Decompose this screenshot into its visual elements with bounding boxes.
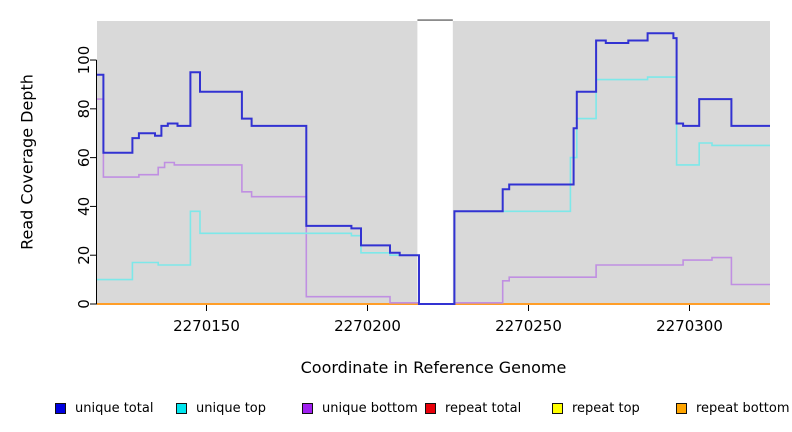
series-line-unique-bottom (97, 98, 770, 305)
legend-item-unique-top: unique top (176, 398, 266, 418)
legend: unique total unique top unique bottom repea… (0, 398, 792, 422)
y-tick-label: 0 (75, 299, 93, 309)
masked-region-marker (417, 19, 453, 21)
legend-item-repeat-top: repeat top (552, 398, 640, 418)
legend-label-unique-total: unique total (75, 400, 154, 416)
y-axis-title: Read Coverage Depth (17, 74, 37, 250)
x-tick-label: 2270250 (495, 317, 562, 335)
x-tick-label: 2270200 (334, 317, 401, 335)
legend-swatch-unique-top (176, 402, 187, 414)
masked-region (417, 21, 453, 304)
legend-item-unique-bottom: unique bottom (302, 398, 418, 418)
legend-swatch-repeat-bottom (676, 402, 687, 414)
legend-swatch-unique-total (55, 402, 66, 414)
legend-label-repeat-top: repeat top (572, 400, 640, 416)
legend-swatch-unique-bottom (302, 402, 313, 414)
y-tick-label: 60 (75, 148, 93, 167)
series-line-unique-total (97, 32, 770, 305)
legend-item-repeat-total: repeat total (425, 398, 521, 418)
y-tick-label: 40 (75, 197, 93, 216)
legend-label-repeat-total: repeat total (445, 400, 522, 416)
y-tick-label: 80 (75, 99, 93, 118)
legend-swatch-repeat-total (425, 402, 436, 414)
legend-label-repeat-bottom: repeat bottom (696, 400, 790, 416)
legend-item-unique-total: unique total (55, 398, 153, 418)
legend-label-unique-top: unique top (196, 400, 267, 416)
legend-item-repeat-bottom: repeat bottom (676, 398, 790, 418)
x-tick-label: 2270300 (656, 317, 723, 335)
x-axis-title: Coordinate in Reference Genome (300, 358, 567, 377)
y-tick-label: 20 (75, 246, 93, 265)
plot-area: 0 20 40 60 80 100 2270150 2270200 2270250 2270300 (75, 19, 770, 335)
legend-label-unique-bottom: unique bottom (322, 400, 418, 416)
x-tick-label: 2270150 (173, 317, 240, 335)
legend-swatch-repeat-top (552, 402, 563, 414)
y-tick-label: 100 (75, 46, 93, 75)
